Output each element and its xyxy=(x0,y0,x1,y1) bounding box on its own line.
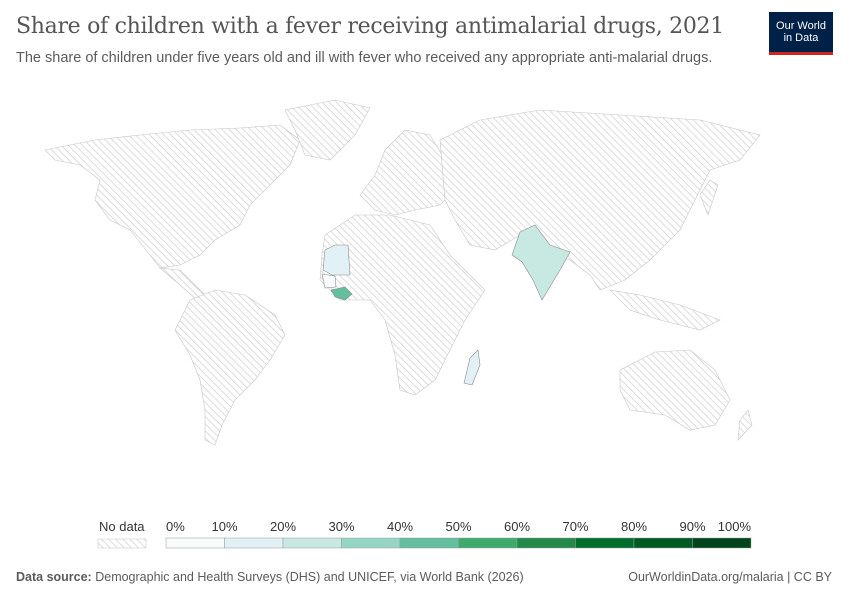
north-america[interactable] xyxy=(44,124,301,269)
legend-tick-label: 0% xyxy=(166,519,185,534)
southeast-asia[interactable] xyxy=(609,289,721,331)
legend-bin[interactable] xyxy=(341,537,401,549)
legend-tick-label: 30% xyxy=(328,519,354,534)
legend: No data 0% 10% 20% 30% 40% 50% 60% 70% 80% 90% 100… xyxy=(97,519,752,549)
legend-bin[interactable] xyxy=(692,537,752,549)
country-senegal[interactable] xyxy=(321,273,337,289)
country-mauritania[interactable] xyxy=(322,244,351,276)
legend-no-data-label: No data xyxy=(99,519,145,534)
legend-tick-label: 90% xyxy=(679,519,705,534)
legend-tick-label: 60% xyxy=(504,519,530,534)
legend-bin[interactable] xyxy=(633,537,693,549)
logo-line-1: Our World xyxy=(776,20,826,32)
legend-bin[interactable] xyxy=(399,537,459,549)
legend-tick-label: 100% xyxy=(718,519,752,534)
central-america[interactable] xyxy=(159,267,206,299)
japan[interactable] xyxy=(699,179,719,216)
world-map xyxy=(44,99,761,446)
chart-title: Share of children with a fever receiving… xyxy=(16,14,724,39)
greenland[interactable] xyxy=(284,99,371,161)
legend-tick-label: 70% xyxy=(562,519,588,534)
legend-tick-label: 80% xyxy=(621,519,647,534)
south-america[interactable] xyxy=(174,289,286,446)
legend-no-data-swatch[interactable] xyxy=(97,538,147,549)
legend-bin[interactable] xyxy=(165,537,225,549)
logo-line-2: in Data xyxy=(783,32,819,44)
legend-tick-label: 50% xyxy=(445,519,471,534)
legend-tick-label: 20% xyxy=(270,519,296,534)
footer-url[interactable]: OurWorldinData.org/malaria | CC BY xyxy=(628,570,832,584)
new-zealand[interactable] xyxy=(737,409,753,441)
country-madagascar[interactable] xyxy=(463,349,481,386)
legend-bin[interactable] xyxy=(282,537,342,549)
asia[interactable] xyxy=(439,109,761,291)
owid-logo[interactable]: Our World in Data xyxy=(769,12,833,55)
legend-tick-label: 40% xyxy=(387,519,413,534)
legend-bin[interactable] xyxy=(458,537,518,549)
legend-bin[interactable] xyxy=(516,537,576,549)
africa[interactable] xyxy=(319,214,486,396)
source-label: Data source: xyxy=(16,570,92,584)
legend-bin[interactable] xyxy=(575,537,635,549)
country-india[interactable] xyxy=(511,224,571,301)
source-text: Demographic and Health Surveys (DHS) and… xyxy=(95,570,524,584)
legend-tick-label: 10% xyxy=(211,519,237,534)
data-source: Data source: Demographic and Health Surv… xyxy=(16,570,524,584)
legend-bin[interactable] xyxy=(224,537,284,549)
australia[interactable] xyxy=(619,349,731,431)
country-guinea[interactable] xyxy=(330,286,353,301)
chart-subtitle: The share of children under five years o… xyxy=(16,50,713,66)
